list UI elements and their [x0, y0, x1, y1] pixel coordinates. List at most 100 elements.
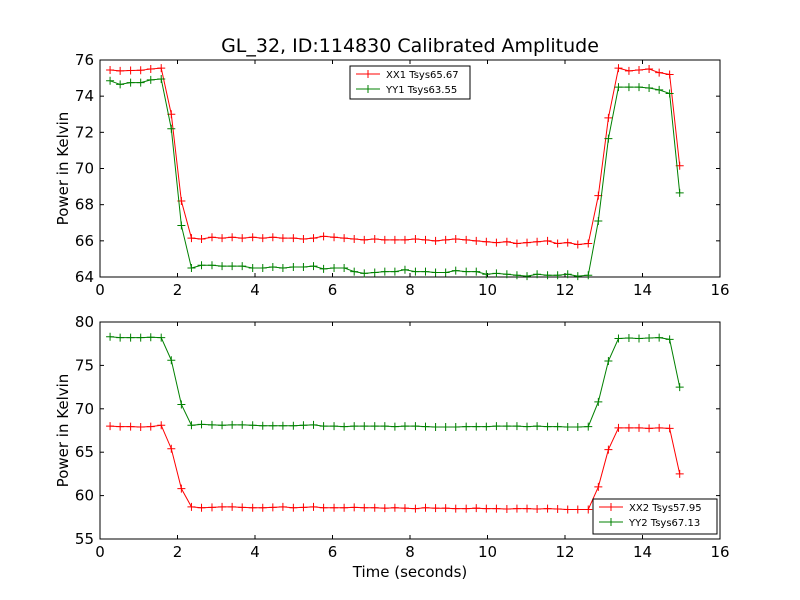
data-point	[431, 268, 440, 277]
data-point	[451, 423, 460, 432]
data-point	[248, 263, 257, 272]
data-point	[289, 503, 298, 512]
data-point	[553, 422, 562, 431]
data-point	[268, 233, 277, 242]
data-point	[350, 235, 359, 244]
data-point	[512, 239, 521, 248]
legend-marker	[607, 503, 615, 511]
data-point	[604, 357, 613, 366]
data-point	[421, 503, 430, 512]
data-point	[411, 504, 420, 513]
data-point	[228, 420, 237, 429]
data-point	[665, 424, 674, 433]
data-point	[614, 83, 623, 92]
data-point	[360, 422, 369, 431]
data-point	[584, 505, 593, 514]
data-point	[543, 422, 552, 431]
data-point	[289, 234, 298, 243]
data-point	[624, 83, 633, 92]
y-tick-label: 68	[75, 196, 94, 214]
data-point	[472, 504, 481, 513]
data-point	[167, 124, 176, 133]
legend-marker	[364, 70, 372, 78]
data-point	[421, 235, 430, 244]
data-point	[523, 422, 532, 431]
data-point	[309, 502, 318, 511]
data-point	[390, 235, 399, 244]
data-point	[492, 422, 501, 431]
data-point	[411, 235, 420, 244]
data-point	[451, 235, 460, 244]
y-tick-label: 72	[75, 123, 94, 141]
data-point	[655, 85, 664, 94]
data-point	[187, 421, 196, 430]
data-point	[492, 238, 501, 247]
data-point	[523, 238, 532, 247]
data-point	[441, 235, 450, 244]
data-point	[268, 263, 277, 272]
data-point	[665, 335, 674, 344]
data-point	[299, 235, 308, 244]
data-point	[624, 334, 633, 343]
data-point	[218, 262, 227, 271]
data-point	[157, 74, 166, 83]
data-point	[360, 269, 369, 278]
y-tick-label: 70	[75, 160, 94, 178]
data-point	[462, 267, 471, 276]
data-point	[533, 270, 542, 279]
data-point	[533, 237, 542, 246]
data-point	[136, 423, 145, 432]
data-point	[187, 263, 196, 272]
data-point	[380, 504, 389, 513]
data-point	[390, 422, 399, 431]
data-point	[350, 503, 359, 512]
data-point	[278, 263, 287, 272]
data-point	[106, 76, 115, 85]
data-point	[197, 420, 206, 429]
data-point	[421, 422, 430, 431]
data-point	[502, 270, 511, 279]
data-point	[472, 236, 481, 245]
legend-frame	[592, 498, 718, 535]
data-point	[563, 505, 572, 514]
data-point	[197, 261, 206, 270]
data-point	[106, 332, 115, 341]
data-point	[543, 504, 552, 513]
data-point	[635, 83, 644, 92]
data-point	[614, 64, 623, 73]
data-point	[431, 236, 440, 245]
x-tick-label: 10	[478, 543, 497, 561]
x-tick-label: 0	[95, 281, 105, 299]
data-point	[512, 504, 521, 513]
data-point	[451, 266, 460, 275]
data-point	[523, 272, 532, 281]
data-point	[655, 68, 664, 77]
data-point	[340, 422, 349, 431]
data-point	[635, 334, 644, 343]
data-point	[563, 423, 572, 432]
data-point	[278, 421, 287, 430]
data-point	[187, 502, 196, 511]
data-point	[584, 422, 593, 431]
data-point	[136, 78, 145, 87]
data-point	[411, 422, 420, 431]
data-point	[604, 113, 613, 122]
legend-label: XX1 Tsys65.67	[386, 70, 459, 81]
x-tick-label: 8	[405, 281, 415, 299]
data-point	[421, 267, 430, 276]
legend-label: YY1 Tsys63.55	[385, 85, 457, 96]
data-point	[207, 420, 216, 429]
data-point	[187, 234, 196, 243]
data-point	[563, 238, 572, 247]
data-point	[350, 267, 359, 276]
data-point	[350, 422, 359, 431]
data-point	[635, 423, 644, 432]
data-point	[573, 272, 582, 281]
data-point	[451, 504, 460, 513]
data-point	[146, 65, 155, 74]
x-tick-label: 0	[95, 543, 105, 561]
data-point	[624, 423, 633, 432]
y-tick-label: 66	[75, 232, 94, 250]
data-point	[207, 503, 216, 512]
